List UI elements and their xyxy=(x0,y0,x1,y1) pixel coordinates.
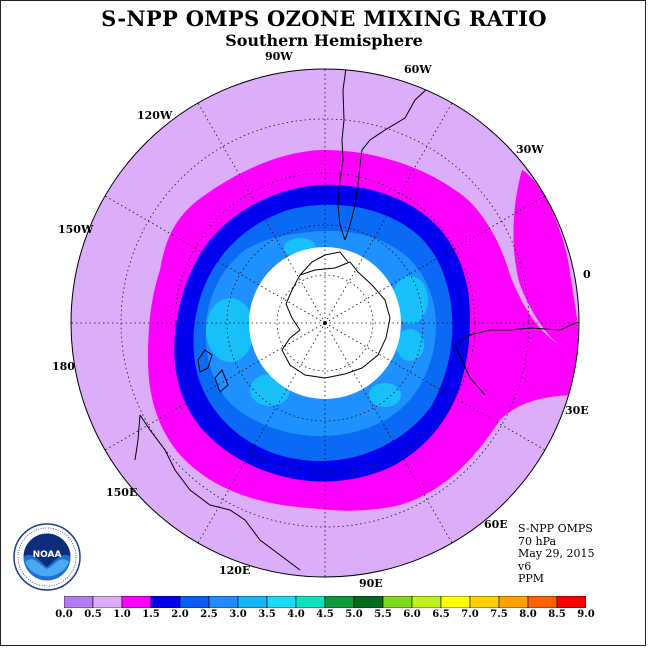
colorbar-tick-label: 6.0 xyxy=(403,609,421,620)
colorbar-tick-label: 4.0 xyxy=(287,609,305,620)
colorbar-cell-4.5 xyxy=(324,596,355,608)
antarctica-coast xyxy=(281,261,391,379)
map-subtitle: Southern Hemisphere xyxy=(225,31,423,50)
colorbar-tick-label: 3.0 xyxy=(229,609,247,620)
colorbar-tick-label: 6.5 xyxy=(432,609,450,620)
colorbar-tick-label: 9.0 xyxy=(577,609,595,620)
colorbar-tick-label: 7.5 xyxy=(490,609,508,620)
colorbar-cell-4.0 xyxy=(295,596,326,608)
info-block: S-NPP OMPS 70 hPa May 29, 2015 v6 PPM xyxy=(518,522,595,586)
map-title: S-NPP OMPS OZONE MIXING RATIO xyxy=(101,6,547,31)
colorbar-tick-label: 2.0 xyxy=(171,609,189,620)
australia-coast xyxy=(134,414,301,571)
lon-label-120e: 120E xyxy=(219,564,251,577)
colorbar xyxy=(64,596,586,608)
antarctic-peninsula xyxy=(299,251,349,276)
meridian-120E xyxy=(197,322,326,544)
colorbar-cell-5.5 xyxy=(382,596,413,608)
lon-label-120w: 120W xyxy=(137,109,173,122)
colorbar-tick-label: 8.0 xyxy=(519,609,537,620)
colorbar-cell-0.5 xyxy=(92,596,123,608)
colorbar-cell-2.0 xyxy=(179,596,210,608)
colorbar-cell-8.5 xyxy=(556,596,586,608)
lon-label-150w: 150W xyxy=(58,223,94,236)
colorbar-cell-6.0 xyxy=(411,596,442,608)
noaa-logo: NOAA xyxy=(13,523,81,591)
lon-label-180: 180 xyxy=(52,360,75,373)
colorbar-tick-label: 5.5 xyxy=(374,609,392,620)
new-zealand-coast xyxy=(197,349,229,393)
colorbar-tick-label: 5.0 xyxy=(345,609,363,620)
colorbar-cell-7.5 xyxy=(498,596,529,608)
colorbar-cell-1.0 xyxy=(121,596,152,608)
contour-patch-3.0-a xyxy=(206,298,254,362)
meridian-120W xyxy=(197,102,326,324)
south-pole-marker xyxy=(323,321,327,325)
lon-label-30w: 30W xyxy=(516,143,544,156)
colorbar-cell-5.0 xyxy=(353,596,384,608)
info-instrument: S-NPP OMPS xyxy=(518,522,593,535)
lon-label-150e: 150E xyxy=(106,486,138,499)
colorbar-tick-label: 4.5 xyxy=(316,609,334,620)
colorbar-cell-8.0 xyxy=(527,596,558,608)
coastlines xyxy=(134,69,579,571)
meridian-30E xyxy=(324,322,546,451)
colorbar-tick-label: 0.5 xyxy=(84,609,102,620)
meridian-60W xyxy=(324,102,453,324)
colorbar-tick-label: 1.0 xyxy=(113,609,131,620)
info-version: v6 xyxy=(518,559,532,573)
info-units: PPM xyxy=(518,572,545,586)
colorbar-cell-0.0 xyxy=(64,596,94,608)
colorbar-tick-label: 0.0 xyxy=(55,609,73,620)
info-pressure-level: 70 hPa xyxy=(518,534,557,548)
africa-coast xyxy=(454,321,579,396)
contour-lobe-east xyxy=(513,170,578,345)
meridian-150E xyxy=(104,322,326,451)
contour-patch-3.0-c xyxy=(396,329,424,361)
colorbar-tick-label: 8.5 xyxy=(548,609,566,620)
meridians xyxy=(71,69,579,577)
lon-label-30e: 30E xyxy=(565,404,589,417)
colorbar-cell-1.5 xyxy=(150,596,181,608)
map-boundary xyxy=(70,68,580,578)
colorbar-tick-label: 1.5 xyxy=(142,609,160,620)
contour-patch-3.0-b xyxy=(392,276,428,324)
colorbar-cell-3.5 xyxy=(266,596,297,608)
colorbar-tick-label: 7.0 xyxy=(461,609,479,620)
lon-label-60w: 60W xyxy=(404,63,432,76)
lon-label-90e: 90E xyxy=(359,577,383,590)
colorbar-cell-3.0 xyxy=(237,596,268,608)
info-date: May 29, 2015 xyxy=(518,547,595,561)
south-america-coast xyxy=(337,69,441,241)
noaa-logo-text: NOAA xyxy=(33,550,62,560)
contour-patch-3.0-f xyxy=(369,383,401,407)
colorbar-cell-6.5 xyxy=(440,596,471,608)
meridian-60E xyxy=(324,322,453,544)
lon-label-60e: 60E xyxy=(484,518,508,531)
colorbar-cell-2.5 xyxy=(208,596,239,608)
colorbar-tick-label: 2.5 xyxy=(200,609,218,620)
meridian-30W xyxy=(324,195,546,324)
lon-label-0: 0 xyxy=(583,268,591,281)
colorbar-cell-7.0 xyxy=(469,596,500,608)
colorbar-tick-label: 3.5 xyxy=(258,609,276,620)
meridian-150W xyxy=(104,195,326,324)
lon-label-90w: 90W xyxy=(265,50,293,63)
